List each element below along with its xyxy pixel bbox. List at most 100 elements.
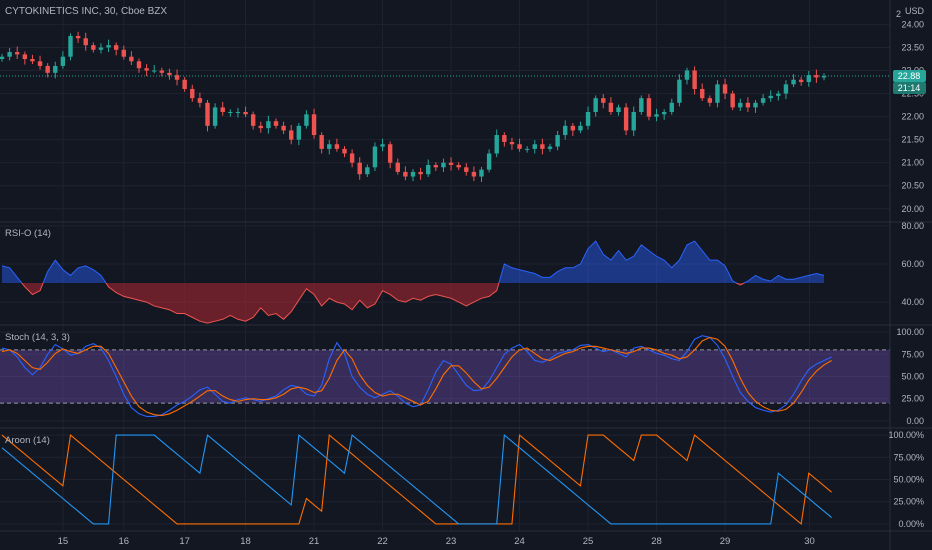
x-tick-label: 16	[118, 536, 129, 547]
candle-body	[806, 75, 811, 83]
y-tick-label: 20.50	[901, 181, 924, 191]
candle-body	[768, 95, 773, 99]
candle-body	[760, 98, 766, 103]
candle-body	[433, 165, 439, 168]
candle-body	[395, 162, 400, 172]
rsi-line-above	[1, 240, 825, 284]
candle-body	[700, 88, 705, 99]
candle-body	[182, 79, 187, 89]
x-tick-label: 30	[804, 536, 815, 547]
candle-body	[365, 167, 370, 175]
candle-body	[83, 38, 88, 46]
candle-body	[517, 144, 522, 149]
y-tick-label: 0.00%	[898, 519, 924, 529]
candle-body	[593, 98, 598, 112]
stoch-band	[0, 349, 890, 404]
candle-body	[464, 167, 469, 172]
candle-body	[167, 72, 172, 76]
candle-body	[646, 98, 652, 117]
candle-body	[113, 45, 119, 50]
symbol-title[interactable]: CYTOKINETICS INC, 30, Cboe BZX	[5, 6, 167, 17]
candle-body	[15, 52, 20, 55]
candle-body	[281, 125, 286, 131]
candles	[0, 31, 827, 183]
candle-body	[98, 47, 104, 50]
aroon-down-line	[1, 434, 832, 525]
candle-body	[479, 169, 484, 177]
candle-body	[53, 65, 58, 73]
candle-body	[197, 98, 203, 103]
candle-body	[342, 148, 347, 154]
candle-body	[212, 107, 218, 126]
currency-label[interactable]: USD	[905, 6, 925, 16]
candle-body	[661, 112, 667, 115]
rsi-pane	[0, 240, 825, 324]
candle-body	[631, 112, 636, 131]
time-axis[interactable]: 15 16 17 18 21 22 23 24 25 28 29 30	[58, 536, 815, 547]
candle-body	[684, 70, 690, 80]
candle-body	[296, 125, 302, 140]
candle-body	[30, 59, 35, 62]
candle-body	[509, 141, 515, 145]
candle-body	[250, 114, 256, 126]
candle-body	[121, 49, 126, 57]
candle-body	[821, 76, 827, 78]
y-tick-label: 100.00%	[888, 430, 924, 440]
rsi-area-below	[21, 283, 745, 324]
y-tick-label: 75.00	[901, 349, 924, 359]
candle-body	[441, 162, 446, 168]
candle-body	[289, 130, 294, 140]
countdown-value: 21:14	[898, 83, 921, 93]
candle-body	[669, 102, 674, 112]
candle-body	[555, 135, 560, 147]
candle-body	[144, 68, 149, 71]
candle-body	[159, 70, 165, 73]
candle-body	[547, 146, 553, 149]
candle-body	[22, 54, 28, 59]
candle-body	[502, 135, 507, 142]
y-tick-label: 25.00%	[893, 497, 924, 507]
candle-body	[456, 165, 461, 168]
candle-body	[319, 135, 324, 149]
y-tick-label: 21.50	[901, 135, 924, 145]
candle-body	[220, 107, 225, 112]
x-tick-label: 29	[720, 536, 731, 547]
candle-body	[532, 144, 537, 149]
x-tick-label: 15	[58, 536, 69, 547]
candle-body	[730, 93, 735, 108]
last-price-value: 22.88	[898, 71, 921, 81]
y-tick-label: 22.00	[901, 112, 924, 122]
stoch-title[interactable]: Stoch (14, 3, 3)	[5, 332, 70, 343]
candle-body	[327, 144, 332, 149]
x-tick-label: 23	[446, 536, 457, 547]
candle-body	[418, 171, 423, 175]
candle-body	[235, 112, 241, 113]
y-tick-label: 75.00%	[893, 452, 924, 462]
candle-body	[387, 144, 393, 163]
x-tick-label: 28	[651, 536, 662, 547]
y-tick-label: 24.00	[901, 19, 924, 29]
x-tick-label: 17	[179, 536, 190, 547]
candle-body	[410, 171, 416, 177]
aroon-title[interactable]: Aroon (14)	[5, 435, 50, 446]
candle-body	[334, 144, 340, 149]
x-tick-label: 18	[240, 536, 251, 547]
candle-body	[448, 162, 454, 165]
rsi-title[interactable]: RSI-O (14)	[5, 228, 51, 239]
candle-body	[0, 56, 5, 59]
candle-body	[91, 45, 96, 50]
candle-body	[692, 70, 697, 89]
candle-body	[745, 102, 751, 108]
x-tick-label: 22	[377, 536, 388, 547]
candle-body	[349, 153, 355, 163]
x-tick-label: 24	[514, 536, 525, 547]
candle-body	[578, 125, 583, 131]
candle-body	[677, 79, 682, 103]
countdown-badge	[893, 82, 926, 95]
candle-body	[776, 93, 781, 96]
stoch-pane	[1, 335, 832, 418]
candle-body	[106, 45, 111, 48]
y-tick-label: 80.00	[901, 221, 924, 231]
